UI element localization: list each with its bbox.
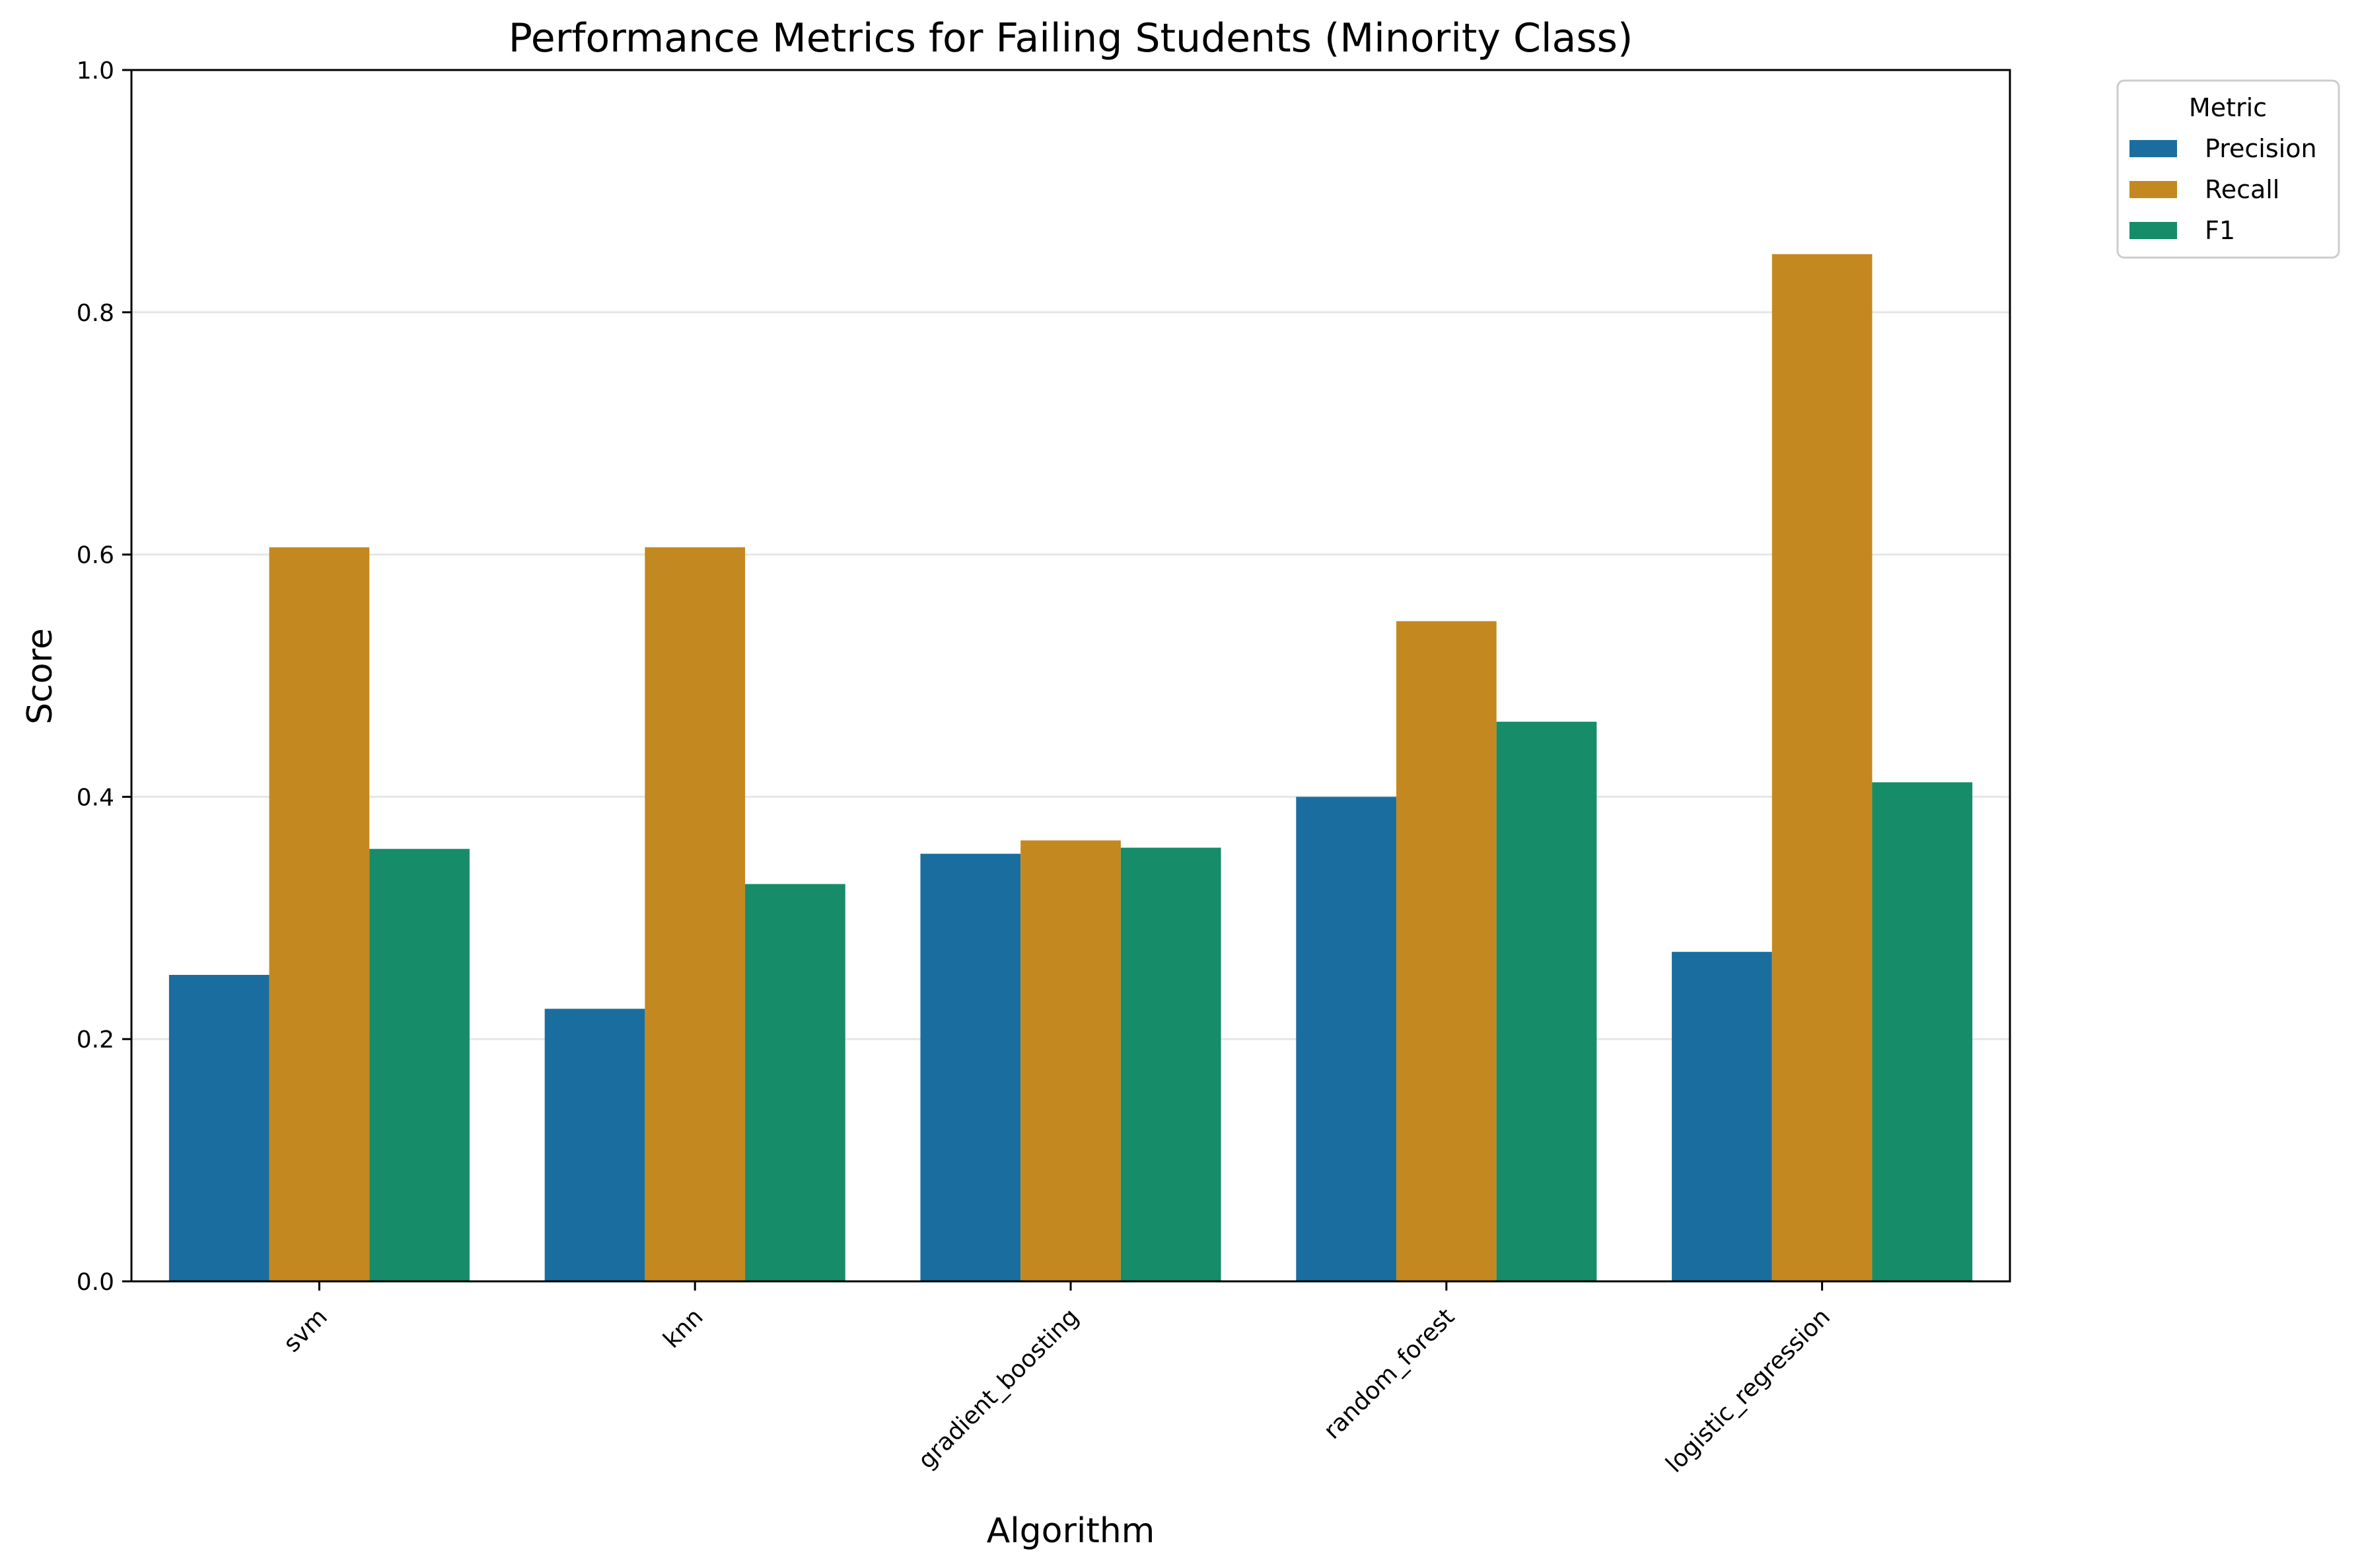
bar-svm-f1 bbox=[369, 849, 470, 1281]
y-tick-label: 0.6 bbox=[77, 542, 114, 569]
legend-label-f1: F1 bbox=[2205, 216, 2235, 245]
chart-title: Performance Metrics for Failing Students… bbox=[509, 15, 1633, 61]
bar-knn-f1 bbox=[745, 884, 845, 1281]
bar-gradient_boosting-recall bbox=[1020, 840, 1121, 1281]
bar-logistic_regression-precision bbox=[1672, 952, 1772, 1281]
y-axis: 0.0 0.2 0.4 0.6 0.8 1.0 bbox=[77, 57, 131, 1296]
bar-gradient_boosting-precision bbox=[920, 853, 1021, 1281]
bar-knn-recall bbox=[645, 547, 746, 1282]
bar-random_forest-precision bbox=[1296, 797, 1396, 1281]
x-axis-label: Algorithm bbox=[987, 1511, 1155, 1551]
legend-swatch-precision bbox=[2129, 140, 2177, 157]
bars bbox=[168, 254, 1973, 1282]
bar-random_forest-f1 bbox=[1496, 721, 1597, 1281]
y-tick-label: 0.4 bbox=[77, 784, 114, 811]
y-tick-label: 0.8 bbox=[77, 300, 114, 327]
legend: Metric Precision Recall F1 bbox=[2116, 79, 2340, 259]
y-axis-label: Score bbox=[20, 628, 60, 725]
y-tick-label: 0.2 bbox=[77, 1026, 114, 1053]
legend-title: Metric bbox=[2189, 93, 2267, 122]
bar-svm-recall bbox=[269, 547, 370, 1282]
legend-label-precision: Precision bbox=[2205, 134, 2317, 163]
legend-label-recall: Recall bbox=[2205, 175, 2279, 204]
bar-svm-precision bbox=[168, 974, 269, 1281]
legend-box bbox=[2116, 79, 2340, 259]
bar-logistic_regression-recall bbox=[1771, 254, 1873, 1281]
bar-knn-precision bbox=[544, 1009, 645, 1281]
bar-random_forest-recall bbox=[1396, 621, 1497, 1281]
legend-swatch-recall bbox=[2129, 181, 2177, 198]
y-tick-label: 0.0 bbox=[77, 1269, 114, 1296]
bar-logistic_regression-f1 bbox=[1872, 782, 1973, 1281]
legend-swatch-f1 bbox=[2129, 222, 2177, 239]
bar-gradient_boosting-f1 bbox=[1120, 847, 1221, 1281]
y-tick-label: 1.0 bbox=[77, 57, 114, 85]
legend-items: Precision Recall F1 bbox=[2129, 134, 2317, 245]
